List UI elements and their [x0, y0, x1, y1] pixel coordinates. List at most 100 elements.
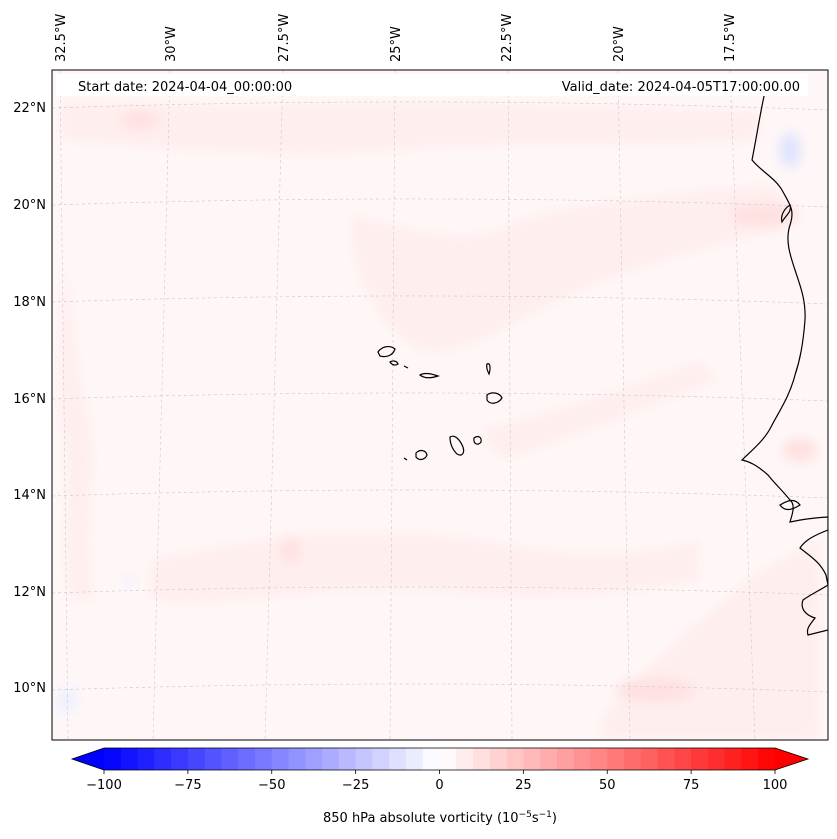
colorbar-cell	[422, 748, 441, 770]
colorbar-cell	[405, 748, 424, 770]
coast-inlet-2	[779, 499, 801, 511]
lat-label: 16°N	[13, 392, 46, 407]
coast-inlet-1	[780, 204, 791, 224]
colorbar-cell	[439, 748, 457, 770]
colorbar-cell	[473, 748, 491, 770]
lon-label: 17.5°W	[723, 14, 738, 62]
colorbar-cell	[556, 748, 575, 770]
colorbar-cell	[288, 748, 306, 770]
colorbar-cell	[338, 748, 357, 770]
coastlines	[740, 79, 828, 636]
lat-label: 20°N	[13, 198, 46, 213]
colorbar-cell	[624, 748, 642, 770]
colorbar-cells	[104, 748, 776, 770]
island-santiago	[449, 435, 465, 456]
colorbar-cell	[573, 748, 592, 770]
start-date-label: Start date: 2024-04-04_00:00:00	[78, 80, 292, 95]
colorbar-cell	[523, 748, 541, 770]
lon-label: 30°W	[164, 26, 179, 62]
longitude-labels: 32.5°W 30°W 27.5°W 25°W 22.5°W 20°W 17.5…	[54, 14, 738, 62]
vorticity-min-southwest	[57, 686, 77, 714]
colorbar-cell	[640, 748, 659, 770]
colorbar-tick-label: 0	[435, 778, 443, 793]
colorbar-cell	[137, 748, 155, 770]
colorbar-cell	[456, 748, 474, 770]
colorbar-cell	[305, 748, 323, 770]
colorbar-cell	[590, 748, 608, 770]
colorbar-cell	[489, 748, 508, 770]
colorbar-tick-label: 50	[599, 778, 616, 793]
vorticity-min-north	[780, 132, 800, 168]
colorbar-label: 850 hPa absolute vorticity (10−5s−1)	[323, 810, 557, 826]
colorbar-cell	[724, 748, 743, 770]
colorbar-cell	[389, 748, 407, 770]
island-sal	[486, 363, 491, 376]
colorbar-cell	[506, 748, 524, 770]
colorbar-cell	[271, 748, 290, 770]
island-sao-nicolau	[418, 372, 440, 379]
colorbar-cell	[104, 748, 122, 770]
colorbar-cell	[204, 748, 223, 770]
colorbar-cell	[674, 748, 692, 770]
lat-label: 12°N	[13, 585, 46, 600]
colorbar-tick-label: −100	[86, 778, 122, 793]
colorbar-tick-label: −75	[174, 778, 201, 793]
lat-label: 10°N	[13, 681, 46, 696]
lon-label: 22.5°W	[500, 14, 515, 62]
africa-coastline	[740, 79, 828, 636]
colorbar-cell	[355, 748, 374, 770]
colorbar-cell	[120, 748, 139, 770]
colorbar-cell	[372, 748, 390, 770]
colorbar-tick-label: 100	[763, 778, 788, 793]
lat-label: 14°N	[13, 488, 46, 503]
colorbar-cell	[154, 748, 172, 770]
island-brava	[403, 457, 408, 461]
latitude-labels: 22°N 20°N 18°N 16°N 14°N 12°N 10°N	[13, 101, 46, 696]
vorticity-band-center	[480, 360, 720, 460]
lon-label: 32.5°W	[54, 14, 69, 62]
colorbar-tick-label: 75	[683, 778, 700, 793]
colorbar-tick-label: −50	[258, 778, 285, 793]
vorticity-max-south	[280, 536, 300, 564]
vorticity-max-northwest	[120, 110, 160, 130]
vorticity-max-north	[730, 203, 800, 227]
colorbar: −100 −75 −50 −25 0 25 50 75 100 850 hPa absolute…	[70, 747, 810, 826]
vorticity-band-north	[60, 100, 760, 155]
colorbar-cell	[691, 748, 709, 770]
cape-verde-islands	[377, 346, 503, 461]
island-boa-vista	[486, 392, 503, 404]
colorbar-cell	[254, 748, 273, 770]
colorbar-cell	[171, 748, 189, 770]
vorticity-min-west	[124, 574, 136, 586]
colorbar-cell	[322, 748, 340, 770]
lat-label: 18°N	[13, 295, 46, 310]
vorticity-field	[57, 100, 820, 740]
colorbar-extend-min	[72, 748, 104, 770]
colorbar-tick-label: 25	[515, 778, 532, 793]
vorticity-max-coast	[782, 438, 818, 462]
info-bar	[56, 74, 808, 96]
colorbar-cell	[607, 748, 625, 770]
colorbar-cell	[221, 748, 239, 770]
colorbar-tick-label: −25	[342, 778, 369, 793]
colorbar-cell	[540, 748, 558, 770]
gridlines	[52, 70, 828, 740]
map-frame	[51, 69, 829, 741]
lon-label: 20°W	[612, 26, 627, 62]
island-santo-antao	[377, 346, 396, 358]
valid-date-label: Valid_date: 2024-04-05T17:00:00.00	[562, 80, 800, 95]
vorticity-max-southeast	[615, 678, 695, 702]
lat-label: 22°N	[13, 101, 46, 116]
lon-label: 25°W	[389, 26, 404, 62]
island-santa-luzia	[403, 365, 409, 369]
colorbar-cell	[187, 748, 206, 770]
map-panel: Start date: 2024-04-04_00:00:00 Valid_da…	[51, 69, 829, 741]
island-sao-vicente	[389, 360, 399, 366]
colorbar-cell	[657, 748, 675, 770]
colorbar-cell	[758, 748, 776, 770]
lon-label: 27.5°W	[277, 14, 292, 62]
island-fogo	[415, 449, 428, 461]
colorbar-cell	[238, 748, 256, 770]
colorbar-extend-max	[775, 748, 808, 770]
island-maio	[473, 436, 482, 445]
